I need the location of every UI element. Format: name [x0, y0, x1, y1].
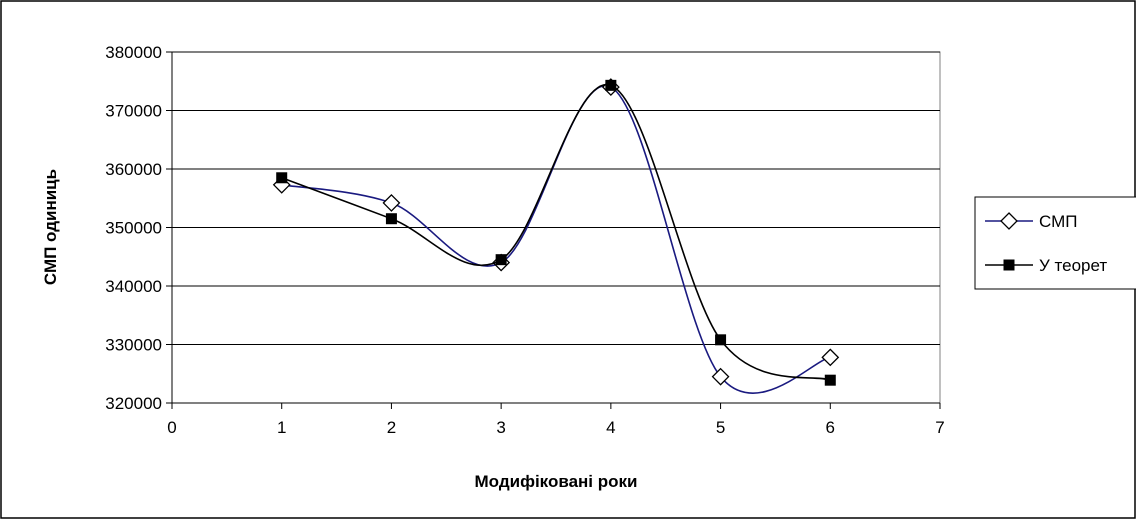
x-tick-label: 1	[277, 418, 286, 437]
series-group	[272, 78, 840, 394]
x-tick-label: 7	[935, 418, 944, 437]
data-point	[821, 348, 840, 367]
y-tick-label: 320000	[105, 394, 162, 413]
data-point	[605, 79, 617, 91]
data-point	[385, 213, 397, 225]
y-tick-label: 340000	[105, 277, 162, 296]
y-tick-label: 370000	[105, 102, 162, 121]
data-point	[382, 194, 401, 212]
gridlines	[172, 51, 940, 345]
y-tick-label: 350000	[105, 219, 162, 238]
y-axis-title: СМП одиниць	[41, 169, 60, 285]
data-point	[824, 374, 836, 386]
x-tick-label: 3	[496, 418, 505, 437]
data-point	[715, 334, 727, 346]
data-point	[495, 254, 507, 266]
x-tick-label: 6	[826, 418, 835, 437]
x-tick-label: 4	[606, 418, 615, 437]
axes	[166, 51, 941, 409]
legend-label: СМП	[1039, 212, 1077, 231]
x-tick-label: 0	[167, 418, 176, 437]
legend: СМП У теорет	[974, 196, 1136, 290]
legend-box	[974, 196, 1136, 290]
data-point	[276, 172, 288, 184]
x-tick-label: 2	[387, 418, 396, 437]
tick-labels: 320000 330000 340000 350000 360000 370000 3800…	[105, 43, 944, 437]
legend-marker	[1003, 259, 1015, 271]
x-tick-label: 5	[716, 418, 725, 437]
legend-item-2: У теорет	[985, 256, 1107, 275]
legend-marker	[1000, 212, 1018, 230]
legend-item-1: СМП	[985, 212, 1077, 231]
legend-label: У теорет	[1039, 256, 1107, 275]
x-axis-title: Модифіковані роки	[475, 472, 638, 491]
y-tick-label: 330000	[105, 336, 162, 355]
y-tick-label: 360000	[105, 160, 162, 179]
y-tick-label: 380000	[105, 43, 162, 62]
data-point	[711, 367, 730, 386]
series-2	[276, 79, 836, 386]
